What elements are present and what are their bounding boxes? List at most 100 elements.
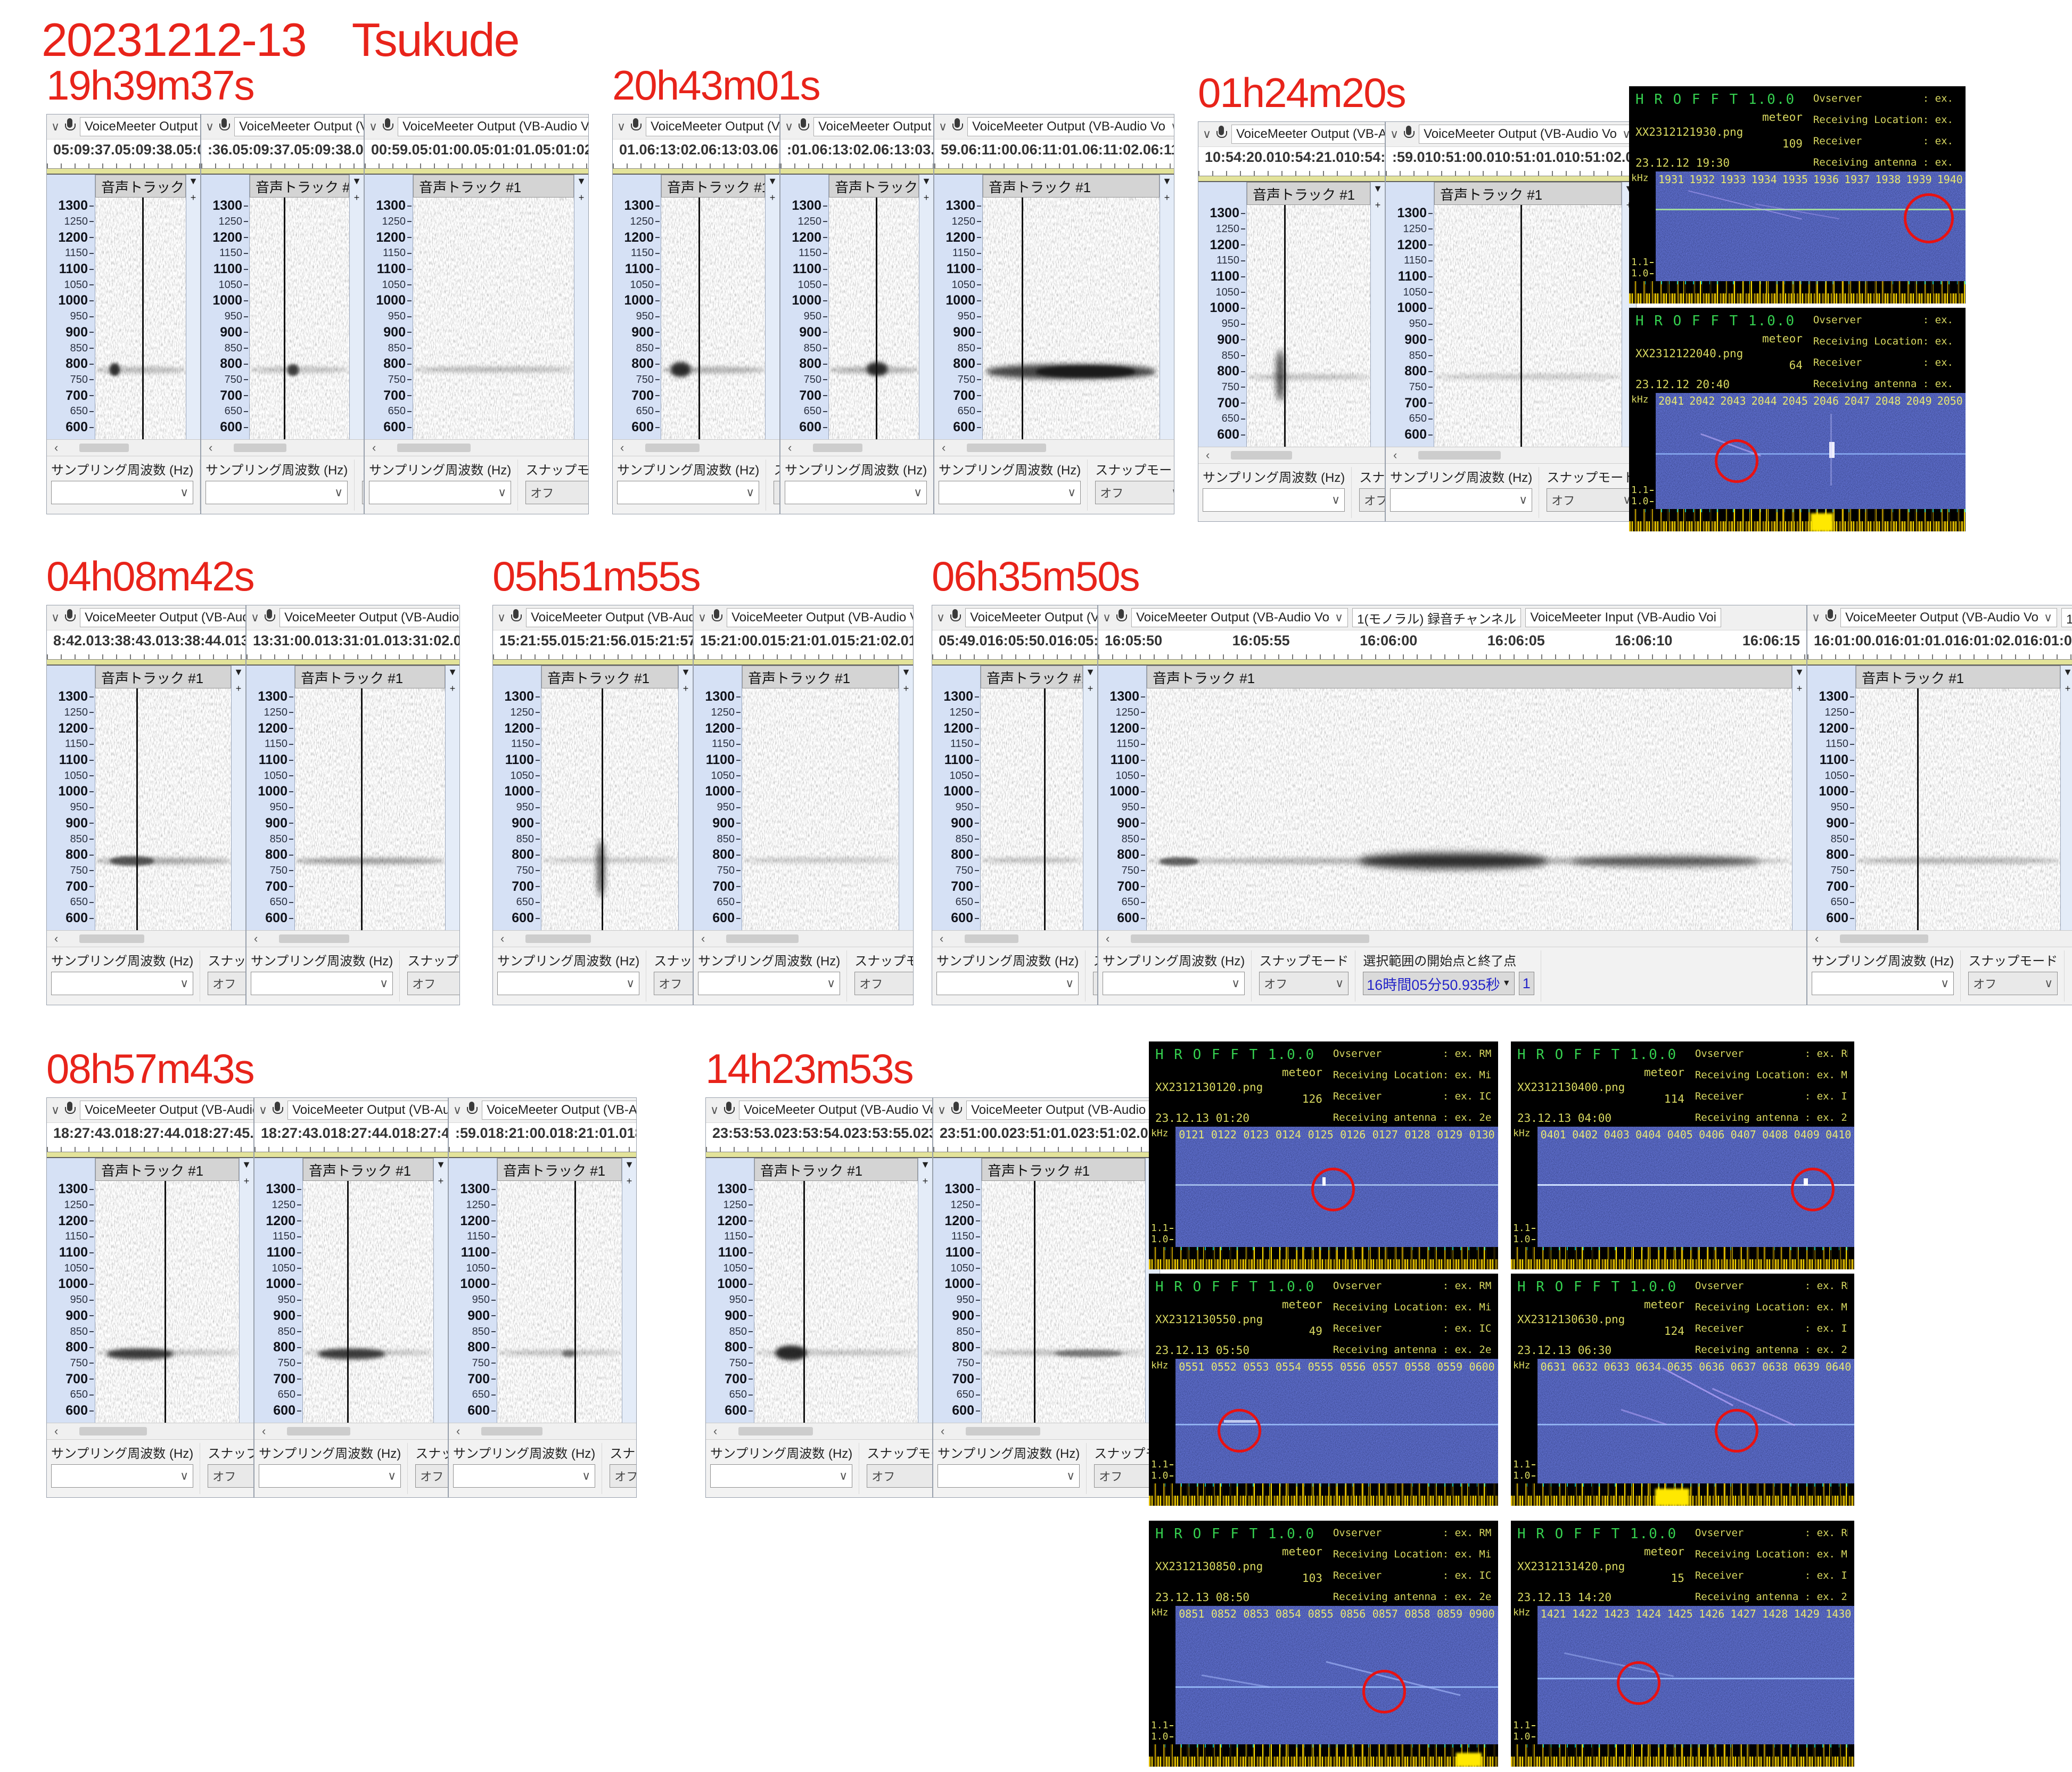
zoom-in-icon[interactable]: + [578, 192, 585, 203]
zoom-in-icon[interactable]: + [353, 192, 360, 203]
sampling-rate-select[interactable]: ∨ [51, 972, 194, 996]
zoom-in-icon[interactable]: + [449, 683, 456, 694]
scroll-left-arrow-icon[interactable]: ‹ [54, 441, 59, 455]
collapse-track-icon[interactable]: ▼ [448, 667, 457, 678]
scroll-left-arrow-icon[interactable]: ‹ [1206, 448, 1210, 462]
recording-device-select[interactable]: VoiceMeeter Output (VB-Audio Vo ∨ [1419, 125, 1636, 144]
chevron-down-icon[interactable]: ∨ [453, 1103, 462, 1117]
track-header[interactable]: 音声トラック #1 [1856, 666, 2060, 689]
recording-device-select[interactable]: VoiceMeeter Output (VB-Audio Vo ∨ [234, 117, 364, 137]
horizontal-scrollbar[interactable]: ‹ [47, 1423, 253, 1440]
scrollbar-thumb[interactable] [726, 934, 799, 944]
chevron-down-icon[interactable]: ∨ [1390, 127, 1399, 141]
selection-end-field[interactable]: 1 [1518, 972, 1534, 996]
scrollbar-thumb[interactable] [813, 444, 863, 453]
zoom-in-icon[interactable]: + [235, 683, 242, 694]
track-header[interactable]: 音声トラック #1 [95, 1158, 239, 1182]
track-header[interactable]: 音声トラック #1 [661, 175, 765, 198]
track-vertical-scrollbar[interactable]: ▼ + [765, 175, 779, 440]
scroll-left-arrow-icon[interactable]: ‹ [701, 932, 705, 946]
horizontal-scrollbar[interactable]: ‹ [365, 439, 588, 456]
timeline-ruler[interactable]: 23:51:00.023:51:01.023:51:02.023:51:03.0… [933, 1123, 1160, 1153]
track-header[interactable]: 音声トラック #1 [983, 175, 1160, 198]
track-vertical-scrollbar[interactable]: ▼ + [231, 666, 245, 931]
recording-device-select[interactable]: VoiceMeeter Output (VB-Audio Vo ∨ [80, 117, 200, 137]
chevron-down-icon[interactable]: ∨ [936, 611, 945, 625]
spectrogram[interactable] [250, 198, 349, 440]
recording-device-select[interactable]: VoiceMeeter Output (VB-Audio Vo ∨ [526, 608, 693, 628]
chevron-down-icon[interactable]: ∨ [939, 120, 948, 134]
collapse-track-icon[interactable]: ▼ [2063, 667, 2072, 678]
collapse-track-icon[interactable]: ▼ [901, 667, 911, 678]
recording-device-select[interactable]: VoiceMeeter Output (VB-Audio Vo ∨ [80, 1101, 253, 1120]
recording-device-select[interactable]: VoiceMeeter Output (VB-Audio Vo ∨ [287, 1101, 448, 1120]
track-header[interactable]: 音声トラック #1 [1147, 666, 1792, 689]
collapse-track-icon[interactable]: ▼ [234, 667, 243, 678]
snap-mode-select[interactable]: オフ ∨ [1093, 972, 1097, 996]
timeline-ruler[interactable]: 15:21:00.015:21:01.015:21:02.015:21:03.0 [694, 630, 913, 660]
spectrogram[interactable] [1147, 688, 1792, 931]
chevron-down-icon[interactable]: ∨ [251, 611, 260, 625]
recording-device-select[interactable]: VoiceMeeter Output (VB-Audio Vo ∨ [739, 1101, 932, 1120]
sampling-rate-select[interactable]: ∨ [710, 1464, 853, 1488]
snap-mode-select[interactable]: オフ ∨ [525, 481, 588, 505]
spectrogram[interactable] [541, 688, 678, 931]
collapse-track-icon[interactable]: ▼ [681, 667, 690, 678]
horizontal-scrollbar[interactable]: ‹ [932, 930, 1097, 947]
chevron-down-icon[interactable]: ∨ [698, 611, 707, 625]
timeline-ruler[interactable]: :36.0 5:09:37.0 5:09:38.0 [201, 140, 364, 169]
track-vertical-scrollbar[interactable]: ▼ + [445, 666, 459, 931]
timeline-ruler[interactable]: 05:49.016:05:50.016:05:51.016:05:5 [932, 630, 1097, 660]
snap-mode-select[interactable]: オフ ∨ [867, 1464, 932, 1488]
horizontal-scrollbar[interactable]: ‹ [1386, 447, 1636, 464]
timeline-ruler[interactable]: 13:31:00.013:31:01.013:31:02.013:31:03.0… [246, 630, 459, 660]
track-header[interactable]: 音声トラック #1 [829, 175, 919, 198]
sampling-rate-select[interactable]: ∨ [698, 972, 841, 996]
sampling-rate-select[interactable]: ∨ [259, 1464, 401, 1488]
scrollbar-thumb[interactable] [79, 934, 145, 944]
collapse-track-icon[interactable]: ▼ [920, 1159, 930, 1170]
scroll-left-arrow-icon[interactable]: ‹ [942, 441, 946, 455]
recording-device-select[interactable]: VoiceMeeter Output (VB-Audio Vo ∨ [398, 117, 588, 137]
track-vertical-scrollbar[interactable]: ▼ + [1370, 182, 1385, 447]
sampling-rate-select[interactable]: ∨ [617, 481, 760, 505]
scrollbar-thumb[interactable] [965, 934, 1018, 944]
snap-mode-select[interactable]: オフ ∨ [854, 972, 913, 996]
collapse-track-icon[interactable]: ▼ [1162, 176, 1172, 187]
zoom-in-icon[interactable]: + [2065, 683, 2071, 694]
timeline-ruler[interactable]: 01.06:13:02.06:13:03.06:13:04.0 [613, 140, 779, 169]
sampling-rate-select[interactable]: ∨ [497, 972, 640, 996]
track-vertical-scrollbar[interactable]: ▼ + [622, 1158, 636, 1423]
chevron-down-icon[interactable]: ∨ [1103, 611, 1112, 625]
snap-mode-select[interactable]: オフ ∨ [1259, 972, 1349, 996]
spectrogram[interactable] [661, 198, 765, 440]
scroll-left-arrow-icon[interactable]: ‹ [713, 1424, 718, 1438]
spectrogram[interactable] [1434, 205, 1622, 447]
zoom-in-icon[interactable]: + [683, 683, 689, 694]
horizontal-scrollbar[interactable]: ‹ [613, 439, 779, 456]
scrollbar-thumb[interactable] [481, 1427, 543, 1436]
collapse-track-icon[interactable]: ▼ [242, 1159, 251, 1170]
recording-device-select[interactable]: VoiceMeeter Output (VB-Audio Vo ∨ [646, 117, 779, 137]
timeline-ruler[interactable]: :59.018:21:00.018:21:01.018:21:02.018:21… [449, 1123, 636, 1153]
track-vertical-scrollbar[interactable]: ▼ + [678, 666, 693, 931]
spectrogram[interactable] [303, 1181, 433, 1423]
chevron-down-icon[interactable]: ∨ [938, 1103, 947, 1117]
playback-device-select[interactable]: VoiceMeeter Input (VB-Audio Voi [1525, 608, 1721, 628]
horizontal-scrollbar[interactable]: ‹ [254, 1423, 448, 1440]
chevron-down-icon[interactable]: ∨ [710, 1103, 719, 1117]
horizontal-scrollbar[interactable]: ‹ [933, 1423, 1160, 1440]
scrollbar-thumb[interactable] [1231, 451, 1292, 460]
scroll-left-arrow-icon[interactable]: ‹ [500, 932, 505, 946]
sampling-rate-select[interactable]: ∨ [1103, 972, 1245, 996]
snap-mode-select[interactable]: オフ ∨ [1359, 488, 1385, 512]
zoom-in-icon[interactable]: + [903, 683, 909, 694]
horizontal-scrollbar[interactable]: ‹ [694, 930, 913, 947]
track-header[interactable]: 音声トラック #1 [95, 175, 186, 198]
chevron-down-icon[interactable]: ∨ [259, 1103, 268, 1117]
scrollbar-thumb[interactable] [234, 444, 287, 453]
collapse-track-icon[interactable]: ▼ [768, 176, 777, 187]
sampling-rate-select[interactable]: ∨ [1203, 488, 1345, 512]
track-header[interactable]: 音声トラック #1 [250, 175, 349, 198]
timeline-ruler[interactable]: :01.06:13:02.06:13:03.06:13:04.0 [780, 140, 933, 169]
